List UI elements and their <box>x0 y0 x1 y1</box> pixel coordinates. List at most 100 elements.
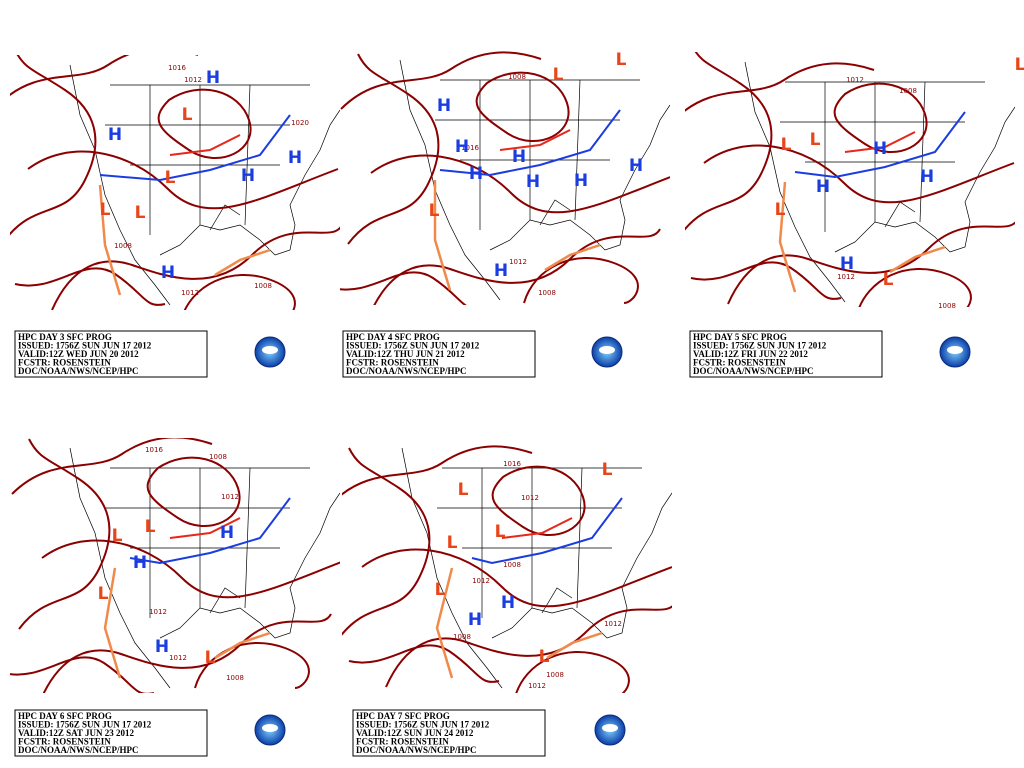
info-line: FCSTR: ROSENSTEIN <box>356 737 449 747</box>
isobar-label: 1012 <box>509 258 527 266</box>
isobar-label: 1008 <box>938 302 956 310</box>
noaa-logo-bird <box>602 724 618 732</box>
isobar <box>51 225 340 310</box>
low-center: L <box>810 130 821 150</box>
isobar <box>858 268 972 307</box>
isobar <box>146 456 241 528</box>
high-center: H <box>455 137 469 157</box>
isobar-label: 1008 <box>508 73 526 81</box>
low-center: L <box>165 168 176 188</box>
high-center: H <box>629 156 643 176</box>
high-center: H <box>288 148 302 168</box>
low-center: L <box>429 201 440 221</box>
isobar <box>727 221 1015 305</box>
isobar-label: 1008 <box>546 671 564 679</box>
info-box <box>14 709 208 757</box>
isobar-label: 1008 <box>209 453 227 461</box>
trough <box>214 248 271 277</box>
isobar-label: 1008 <box>226 674 244 682</box>
high-center: H <box>108 125 122 145</box>
isobar-label: 1020 <box>291 119 309 127</box>
map <box>10 438 340 693</box>
high-center: H <box>526 172 540 192</box>
info-line: VALID:12Z SAT JUN 23 2012 <box>18 728 135 738</box>
noaa-logo-bird <box>947 346 963 354</box>
noaa-logo-bird <box>262 346 278 354</box>
map <box>342 445 672 693</box>
isobar <box>157 88 252 160</box>
high-center: H <box>155 637 169 657</box>
state-outlines <box>69 447 340 689</box>
isobar <box>10 656 154 693</box>
isobar <box>523 257 639 304</box>
trough <box>546 631 603 660</box>
isobar <box>42 613 332 693</box>
map <box>340 51 670 305</box>
info-line: VALID:12Z WED JUN 20 2012 <box>18 349 139 359</box>
info-line: DOC/NOAA/NWS/NCEP/HPC <box>693 366 814 376</box>
isobar-label: 1016 <box>168 64 186 72</box>
isobar-label: 1012 <box>837 273 855 281</box>
trough <box>103 567 122 679</box>
info-line: ISSUED: 1756Z SUN JUN 17 2012 <box>346 341 480 351</box>
low-center: L <box>145 517 156 537</box>
info-line: DOC/NOAA/NWS/NCEP/HPC <box>356 745 477 755</box>
low-center: L <box>883 270 894 290</box>
warm-front <box>844 131 916 153</box>
state-outlines <box>399 59 670 301</box>
low-center: L <box>616 50 627 70</box>
isobar-label: 1012 <box>846 76 864 84</box>
isobar-label: 1008 <box>503 561 521 569</box>
isobar <box>14 267 166 306</box>
cold-front <box>129 497 291 565</box>
trough <box>435 567 454 679</box>
isobar-label: 1012 <box>521 494 539 502</box>
isobar-label: 1016 <box>145 446 163 454</box>
high-center: H <box>512 147 526 167</box>
low-center: L <box>495 522 506 542</box>
map <box>685 52 1015 307</box>
info-line: FCSTR: ROSENSTEIN <box>346 358 439 368</box>
isobar <box>491 465 586 537</box>
info-line: VALID:12Z THU JUN 21 2012 <box>346 349 465 359</box>
info-line: VALID:12Z SUN JUN 24 2012 <box>356 728 474 738</box>
info-line: HPC DAY 3 SFC PROG <box>18 332 112 342</box>
low-center: L <box>112 526 123 546</box>
info-box <box>352 709 546 757</box>
isobar <box>370 154 670 214</box>
isobar <box>685 52 773 231</box>
info-line: HPC DAY 6 SFC PROG <box>18 711 112 721</box>
isobar <box>833 82 928 154</box>
low-center: L <box>775 200 786 220</box>
high-center: H <box>469 164 483 184</box>
isobar <box>347 53 440 245</box>
trough <box>214 631 271 660</box>
high-center: H <box>494 261 508 281</box>
info-line: FCSTR: ROSENSTEIN <box>18 737 111 747</box>
isobar <box>348 644 500 683</box>
trough <box>778 181 797 293</box>
isobar <box>10 55 97 236</box>
cold-front <box>471 497 623 565</box>
isobar <box>342 445 533 496</box>
isobar-label: 1008 <box>453 633 471 641</box>
trough <box>889 245 946 274</box>
low-center: L <box>781 135 792 155</box>
info-line: ISSUED: 1756Z SUN JUN 17 2012 <box>18 720 152 730</box>
cold-front <box>794 111 966 179</box>
info-line: DOC/NOAA/NWS/NCEP/HPC <box>18 745 139 755</box>
trough <box>433 180 452 291</box>
info-box <box>14 330 208 378</box>
isobar-label: 1012 <box>169 654 187 662</box>
isobar <box>703 144 1015 204</box>
high-center: H <box>840 254 854 274</box>
info-line: HPC DAY 4 SFC PROG <box>346 332 440 342</box>
info-line: FCSTR: ROSENSTEIN <box>18 358 111 368</box>
info-box <box>689 330 883 378</box>
info-line: VALID:12Z FRI JUN 22 2012 <box>693 349 808 359</box>
trough <box>98 184 122 296</box>
isobar <box>361 548 672 608</box>
high-center: H <box>241 166 255 186</box>
